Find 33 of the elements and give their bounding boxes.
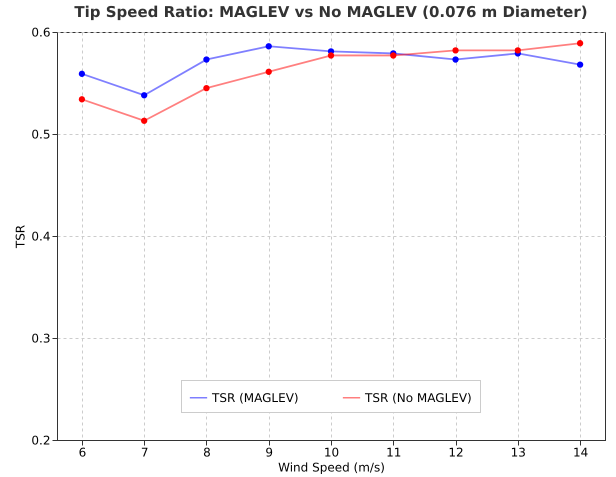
x-tick-label: 13 (510, 446, 526, 460)
point (266, 43, 272, 50)
point (78, 96, 86, 102)
y-tick-label: 0.3 (31, 332, 50, 346)
chart-title: Tip Speed Ratio: MAGLEV vs No MAGLEV (0.076 m Diameter) (74, 3, 588, 21)
x-tick-label: 7 (140, 446, 148, 460)
point (514, 47, 521, 54)
x-tick-label: 9 (265, 446, 274, 460)
x-axis-title: Wind Speed (m/s) (278, 460, 385, 474)
x-tick-label: 11 (386, 446, 402, 460)
x-tick-label: 6 (78, 446, 86, 460)
point (576, 61, 584, 68)
point (452, 47, 459, 54)
point (203, 56, 210, 63)
y-tick-label: 0.4 (31, 230, 50, 244)
x-tick-label: 10 (324, 446, 340, 460)
x-tick-label: 14 (572, 446, 588, 460)
point (266, 68, 272, 75)
point (141, 92, 148, 98)
y-tick-label: 0.2 (31, 434, 50, 448)
point (203, 84, 210, 92)
legend-label: TSR (MAGLEV) (211, 390, 299, 405)
point (328, 52, 334, 59)
y-tick-label: 0.6 (31, 26, 50, 40)
point (141, 118, 148, 124)
point (452, 56, 459, 63)
y-tick-label: 0.5 (31, 128, 50, 142)
y-axis-title: TSR (13, 224, 28, 250)
point (576, 40, 584, 46)
point (78, 70, 86, 77)
legend-label: TSR (No MAGLEV) (364, 390, 472, 405)
x-tick-label: 12 (448, 446, 464, 460)
x-tick-label: 8 (203, 446, 211, 460)
